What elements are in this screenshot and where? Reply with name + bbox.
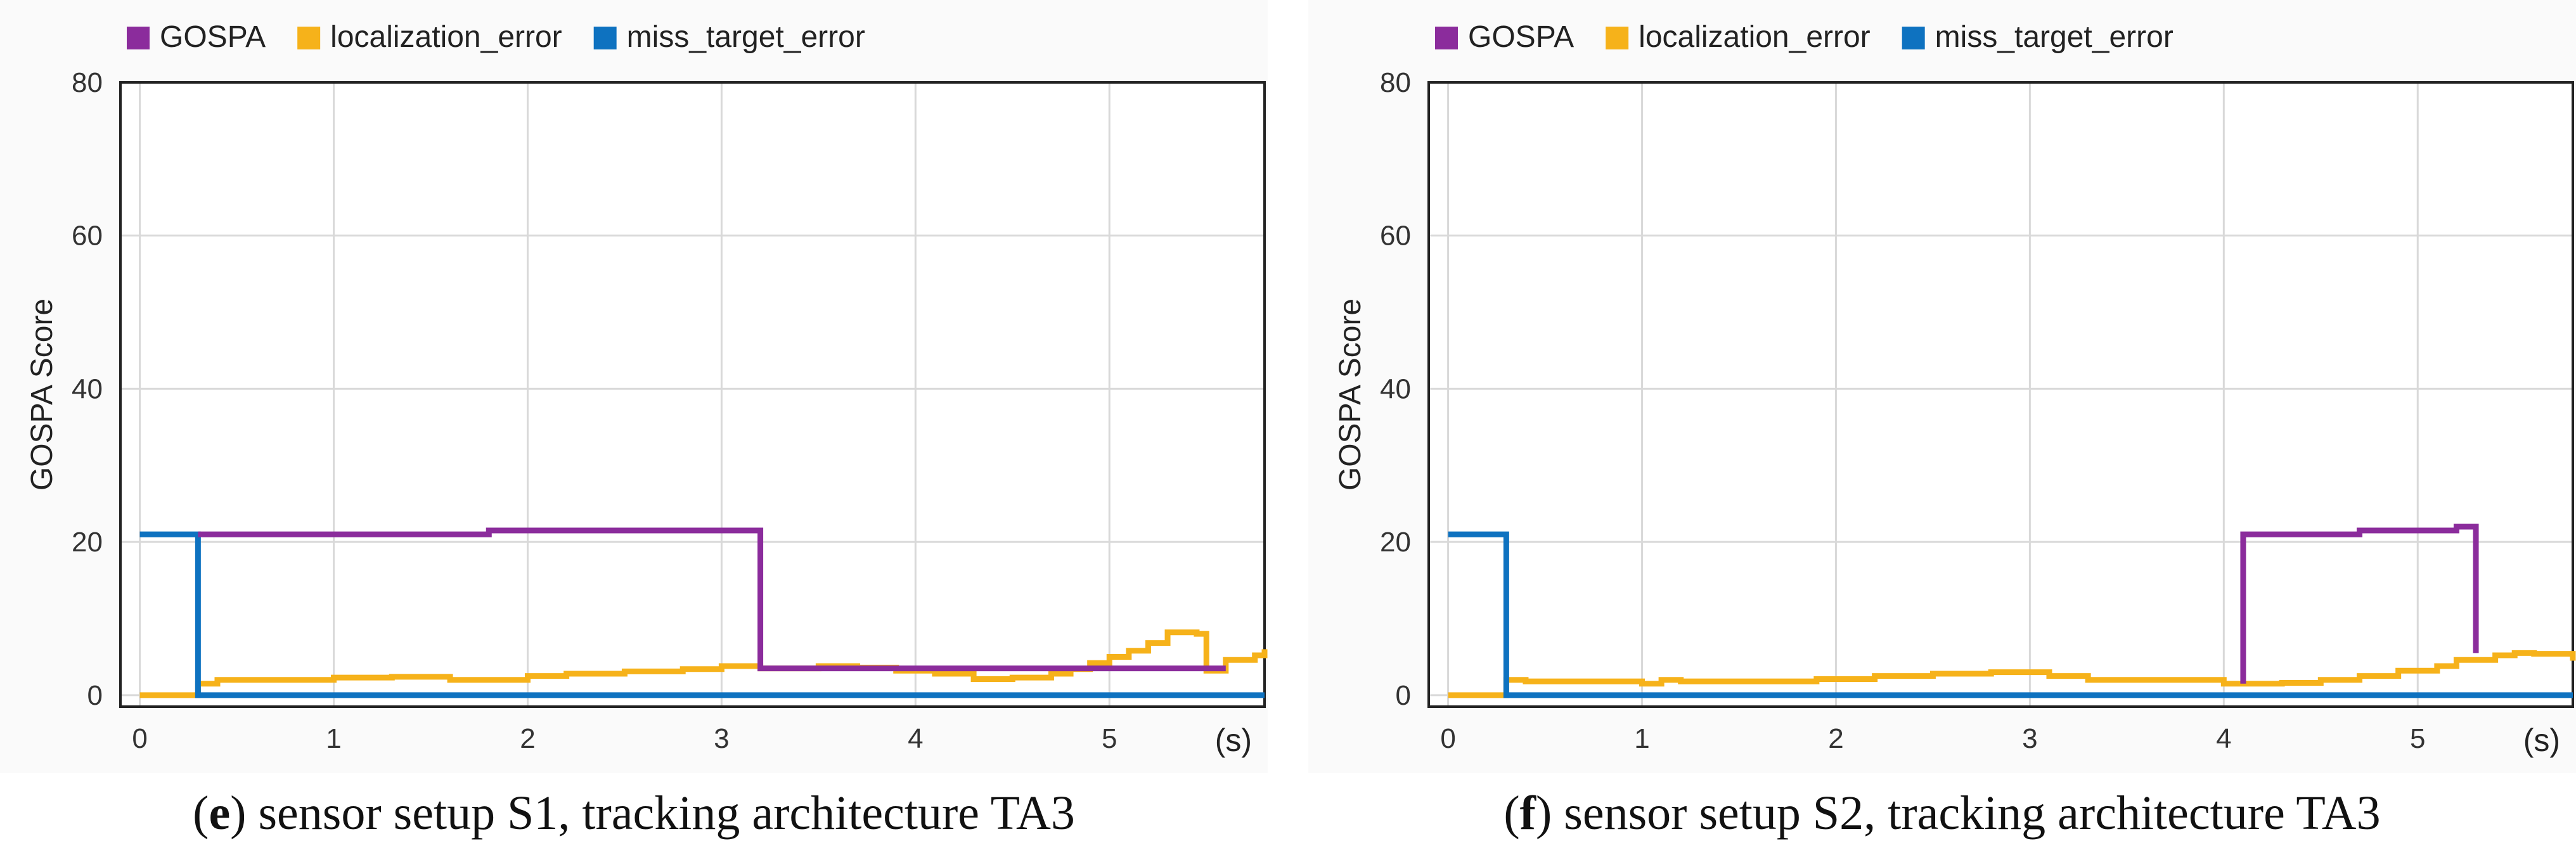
caption-e: (e) sensor setup S1, tracking architectu… [0,786,1268,841]
plot-border-f [1427,81,2574,708]
chart-panel-f: 0 1 2 3 4 5 0 20 40 60 80 (s) GOSPA Score GOSPA locali… [1308,0,2576,867]
y-tick-label-f: 0 [1396,680,1411,711]
x-tick-label-f: 4 [2216,723,2231,754]
x-tick-label-f: 1 [1634,723,1649,754]
x-tick-label-f: 0 [1440,723,1455,754]
legend-swatch-e [593,27,617,49]
legend-label-e: GOSPA [160,20,266,54]
x-tick-label-e: 4 [908,723,923,754]
x-tick-label-f: 3 [2022,723,2037,754]
plot-area-e [120,82,1265,707]
legend-label-f: miss_target_error [1935,20,2174,54]
caption-f: (f) sensor setup S2, tracking architectu… [1308,786,2576,841]
plot-border-e [119,81,1266,708]
x-axis-label-e: (s) [1215,722,1252,758]
chart-e: 0 1 2 3 4 5 0 20 40 60 80 (s) GOSPA Score GOSPA locali… [0,0,1268,773]
y-tick-label-e: 0 [87,680,103,711]
y-tick-label-f: 20 [1380,527,1411,558]
y-axis-label-e: GOSPA Score [25,299,59,491]
series-line-localization_error-f [1448,650,2576,698]
legend-swatch-f [1606,27,1629,49]
series-line-miss_target_error-e [139,531,1265,698]
series-line-GOSPA-e [198,527,1226,672]
x-tick-label-e: 5 [1102,723,1117,754]
y-tick-label-f: 80 [1380,67,1411,98]
chart-panel-e: 0 1 2 3 4 5 0 20 40 60 80 (s) GOSPA Score GOSPA locali… [0,0,1268,867]
caption-e-close: ) [230,787,247,840]
legend-swatch-f [1435,27,1458,49]
y-tick-label-e: 20 [72,527,103,558]
y-tick-label-e: 80 [72,67,103,98]
x-tick-label-f: 5 [2410,723,2425,754]
y-tick-label-e: 60 [72,221,103,252]
legend-swatch-e [297,27,321,49]
legend-swatch-f [1902,27,1925,49]
legend-label-e: localization_error [330,20,562,54]
x-tick-label-e: 0 [132,723,147,754]
y-axis-label-f: GOSPA Score [1334,299,1367,491]
legend-label-f: GOSPA [1468,20,1574,54]
legend-label-e: miss_target_error [627,20,865,54]
legend-swatch-e [127,27,150,49]
series-line-miss_target_error-f [1448,531,2573,698]
x-tick-label-e: 2 [520,723,535,754]
caption-f-close: ) [1535,787,1552,840]
caption-e-text: sensor setup S1, tracking architecture T… [246,787,1075,840]
y-tick-label-f: 60 [1380,221,1411,252]
caption-f-open: ( [1504,787,1520,840]
caption-e-letter: e [209,787,231,840]
y-tick-label-e: 40 [72,373,103,404]
caption-f-letter: f [1519,787,1536,840]
series-line-GOSPA-f [2240,523,2479,684]
chart-f: 0 1 2 3 4 5 0 20 40 60 80 (s) GOSPA Score GOSPA locali… [1308,0,2576,773]
x-axis-label-f: (s) [2523,722,2560,758]
plot-area-f [1429,82,2573,707]
x-tick-label-e: 3 [714,723,729,754]
caption-f-text: sensor setup S2, tracking architecture T… [1552,787,2381,840]
x-tick-label-f: 2 [1828,723,1843,754]
caption-e-open: ( [193,787,209,840]
y-tick-label-f: 40 [1380,373,1411,404]
legend-label-f: localization_error [1639,20,1871,54]
x-tick-label-e: 1 [326,723,341,754]
